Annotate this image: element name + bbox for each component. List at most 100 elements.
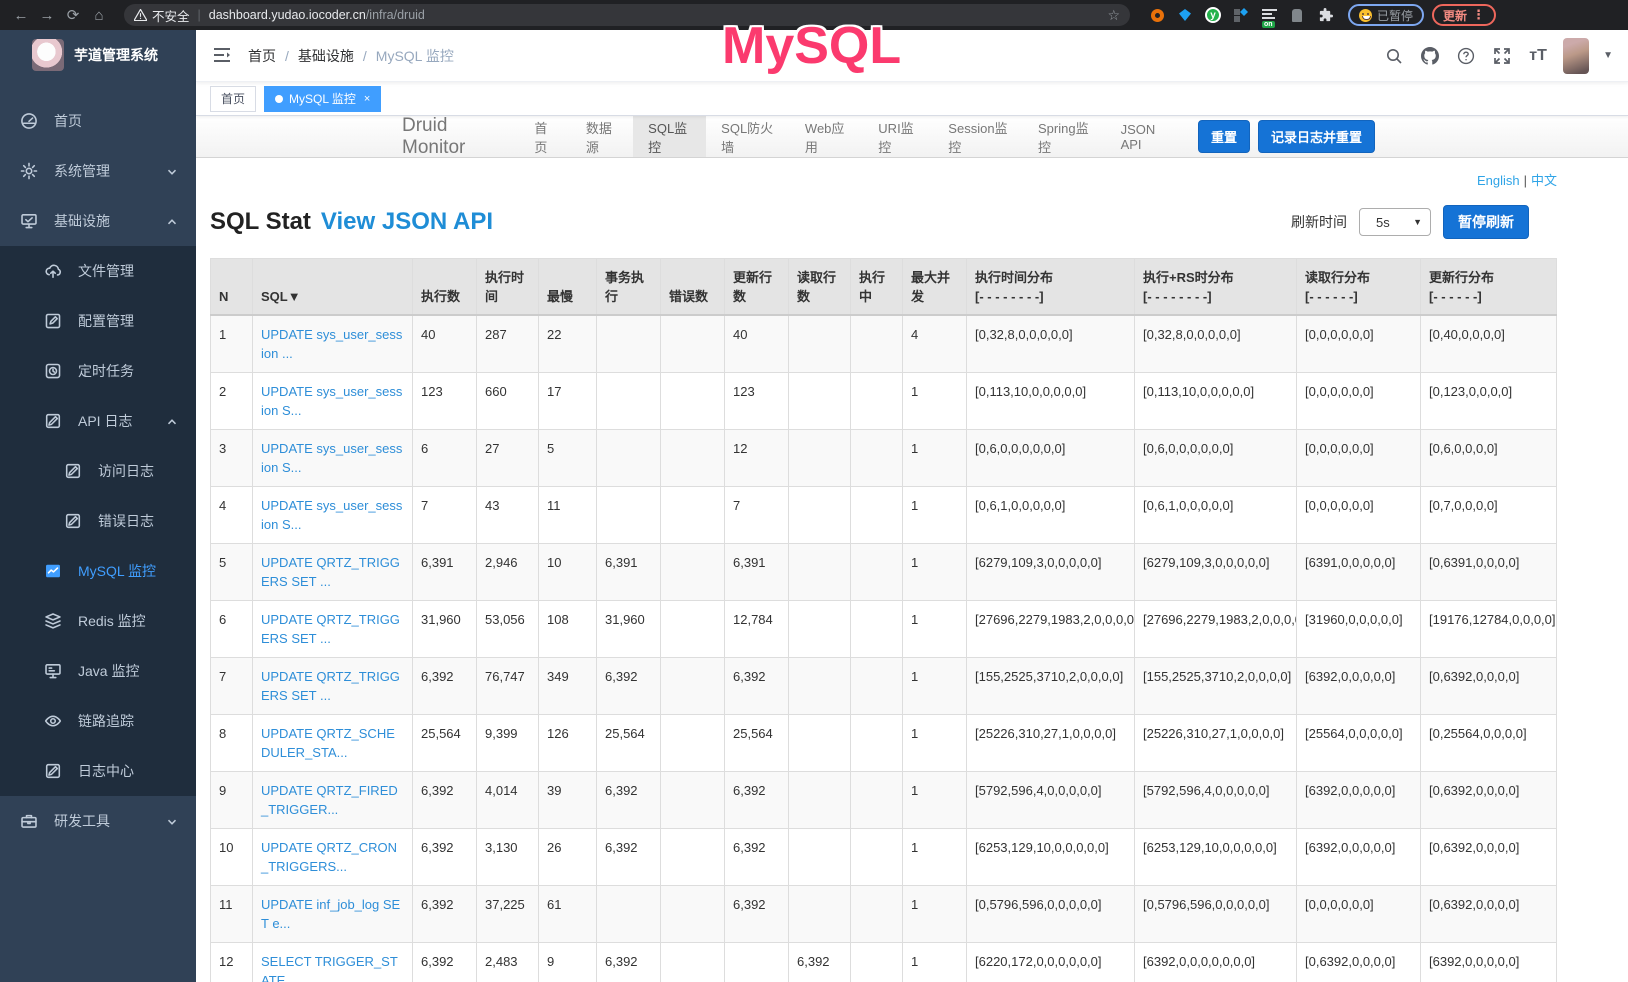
- column-header-max-concurrent[interactable]: 最大并发: [902, 258, 967, 316]
- sidebar-item-首页[interactable]: 首页: [0, 96, 196, 146]
- cell-running: [850, 372, 903, 430]
- avatar-caret-icon[interactable]: ▼: [1603, 50, 1613, 61]
- sidebar-item-文件管理[interactable]: 文件管理: [0, 246, 196, 296]
- chrome-update-pill[interactable]: 更新 ⋮: [1432, 4, 1497, 26]
- sql-link[interactable]: UPDATE sys_user_session ...: [261, 327, 403, 361]
- sidebar-item-访问日志[interactable]: 访问日志: [0, 446, 196, 496]
- pause-refresh-button[interactable]: 暂停刷新: [1443, 205, 1529, 239]
- column-header-exec-count[interactable]: 执行数: [412, 258, 477, 316]
- sidebar-item-错误日志[interactable]: 错误日志: [0, 496, 196, 546]
- address-bar[interactable]: 不安全 | dashboard.yudao.iocoder.cn/infra/d…: [124, 4, 1130, 26]
- extension-list-icon[interactable]: on: [1260, 6, 1278, 28]
- sidebar-item-配置管理[interactable]: 配置管理: [0, 296, 196, 346]
- profile-paused-pill[interactable]: 已暂停: [1348, 4, 1425, 26]
- druid-nav-json-api[interactable]: JSON API: [1120, 121, 1156, 152]
- column-header-max-time[interactable]: 最慢: [538, 258, 597, 316]
- column-header-label: 事务执行: [605, 270, 645, 304]
- sidebar-item-java-监控[interactable]: Java 监控: [0, 646, 196, 696]
- column-header-sql[interactable]: SQL▼: [252, 258, 413, 316]
- sidebar-item-label: 研发工具: [54, 813, 110, 829]
- fullscreen-icon[interactable]: [1491, 45, 1513, 67]
- sidebar-item-日志中心[interactable]: 日志中心: [0, 746, 196, 796]
- breadcrumb-item[interactable]: 首页: [248, 47, 276, 64]
- column-header-exec-rs-dist[interactable]: 执行+RS时分布 [- - - - - - - -]: [1134, 258, 1297, 316]
- druid-nav-sql防火墙[interactable]: SQL防火墙: [721, 120, 774, 155]
- druid-nav-web应用[interactable]: Web应用: [804, 120, 845, 155]
- sql-link[interactable]: UPDATE QRTZ_SCHEDULER_STA...: [261, 726, 395, 760]
- sidebar-item-redis-监控[interactable]: Redis 监控: [0, 596, 196, 646]
- font-size-icon[interactable]: тT: [1529, 46, 1547, 64]
- browser-reload-icon[interactable]: ⟳: [66, 7, 80, 24]
- breadcrumb-item[interactable]: 基础设施: [297, 47, 354, 64]
- extension-y-icon[interactable]: y: [1204, 6, 1222, 24]
- druid-brand[interactable]: Druid Monitor: [402, 114, 466, 158]
- extension-donut-icon[interactable]: [1148, 6, 1166, 24]
- sql-link[interactable]: UPDATE QRTZ_TRIGGERS SET ...: [261, 669, 400, 703]
- browser-back-icon[interactable]: ←: [13, 6, 29, 24]
- breadcrumb-separator: /: [362, 47, 367, 64]
- column-header-update-row-dist[interactable]: 更新行分布 [- - - - - -]: [1420, 258, 1557, 316]
- column-header-running[interactable]: 执行中: [850, 258, 903, 316]
- browser-home-icon[interactable]: ⌂: [94, 6, 104, 24]
- extension-figure-icon[interactable]: [1288, 6, 1306, 24]
- druid-nav-session监控[interactable]: Session监控: [948, 120, 1008, 155]
- reset-button[interactable]: 重置: [1197, 120, 1250, 153]
- sql-link[interactable]: SELECT TRIGGER_STATE: [261, 954, 398, 982]
- lang-link-english[interactable]: English: [1476, 173, 1520, 188]
- druid-nav-sql监控[interactable]: SQL监控: [633, 116, 707, 157]
- help-icon[interactable]: [1455, 45, 1477, 67]
- column-header-error-count[interactable]: 错误数: [660, 258, 725, 316]
- sidebar-item-基础设施[interactable]: 基础设施: [0, 196, 196, 246]
- hamburger-icon[interactable]: [212, 45, 234, 67]
- sidebar-item-研发工具[interactable]: 研发工具: [0, 796, 196, 846]
- druid-nav-uri监控[interactable]: URI监控: [878, 120, 914, 155]
- druid-nav-spring监控[interactable]: Spring监控: [1038, 120, 1089, 155]
- cell-max-concurrent: 1: [902, 543, 967, 601]
- tag-首页[interactable]: 首页: [210, 85, 257, 112]
- browser-forward-icon[interactable]: →: [39, 6, 55, 24]
- extension-squares-icon[interactable]: [1232, 6, 1250, 24]
- sidebar-item-api-日志[interactable]: API 日志: [0, 396, 196, 446]
- tag-label: 首页: [221, 92, 246, 106]
- druid-nav-数据源[interactable]: 数据源: [585, 120, 612, 155]
- refresh-interval-select[interactable]: 5s ▼: [1359, 208, 1431, 236]
- bookmark-star-icon[interactable]: ☆: [1107, 6, 1120, 23]
- extensions-puzzle-icon[interactable]: [1316, 6, 1334, 24]
- sql-link[interactable]: UPDATE QRTZ_FIRED_TRIGGER...: [261, 783, 398, 817]
- browser-menu-icon[interactable]: ⋮: [1472, 7, 1486, 22]
- sidebar-item-定时任务[interactable]: 定时任务: [0, 346, 196, 396]
- sql-link[interactable]: UPDATE sys_user_session S...: [261, 384, 403, 418]
- column-header-exec-time-dist[interactable]: 执行时间分布 [- - - - - - - -]: [966, 258, 1135, 316]
- column-header-exec-time[interactable]: 执行时间: [476, 258, 539, 316]
- cell-tx-exec: 25,564: [596, 714, 661, 772]
- cell-exec-time-dist: [6279,109,3,0,0,0,0,0]: [966, 543, 1135, 601]
- extension-gem-icon[interactable]: [1176, 6, 1194, 24]
- sql-link[interactable]: UPDATE inf_job_log SET e...: [261, 897, 401, 931]
- column-header-fetch-row-dist[interactable]: 读取行分布 [- - - - - -]: [1296, 258, 1421, 316]
- sidebar-item-链路追踪[interactable]: 链路追踪: [0, 696, 196, 746]
- search-icon[interactable]: [1383, 45, 1405, 67]
- user-avatar[interactable]: [1563, 37, 1590, 74]
- log-icon: [64, 462, 82, 480]
- tag-close-icon[interactable]: ×: [363, 92, 371, 105]
- druid-nav-首页[interactable]: 首页: [534, 120, 548, 155]
- not-secure-warning[interactable]: 不安全: [134, 6, 190, 25]
- sql-link[interactable]: UPDATE sys_user_session S...: [261, 441, 403, 475]
- log-and-reset-button[interactable]: 记录日志并重置: [1257, 120, 1375, 153]
- view-json-api-link[interactable]: View JSON API: [320, 208, 493, 235]
- column-header-fetch-rows[interactable]: 读取行数: [788, 258, 851, 316]
- sidebar-item-mysql-监控[interactable]: MySQL 监控: [0, 546, 196, 596]
- sql-link[interactable]: UPDATE QRTZ_CRON_TRIGGERS...: [261, 840, 398, 874]
- lang-link-chinese[interactable]: 中文: [1530, 173, 1557, 188]
- sql-link[interactable]: UPDATE QRTZ_TRIGGERS SET ...: [261, 612, 400, 646]
- tag-mysql-监控[interactable]: MySQL 监控 ×: [264, 85, 382, 112]
- sql-link[interactable]: UPDATE QRTZ_TRIGGERS SET ...: [261, 555, 400, 589]
- app-logo[interactable]: 芋道管理系统: [0, 30, 196, 80]
- column-header-tx-exec[interactable]: 事务执行: [596, 258, 661, 316]
- sidebar-item-系统管理[interactable]: 系统管理: [0, 146, 196, 196]
- sql-link[interactable]: UPDATE sys_user_session S...: [261, 498, 403, 532]
- cell-tx-exec: 31,960: [596, 600, 661, 658]
- column-header-n[interactable]: N: [210, 258, 253, 316]
- column-header-update-rows[interactable]: 更新行数: [724, 258, 789, 316]
- github-icon[interactable]: [1419, 45, 1441, 67]
